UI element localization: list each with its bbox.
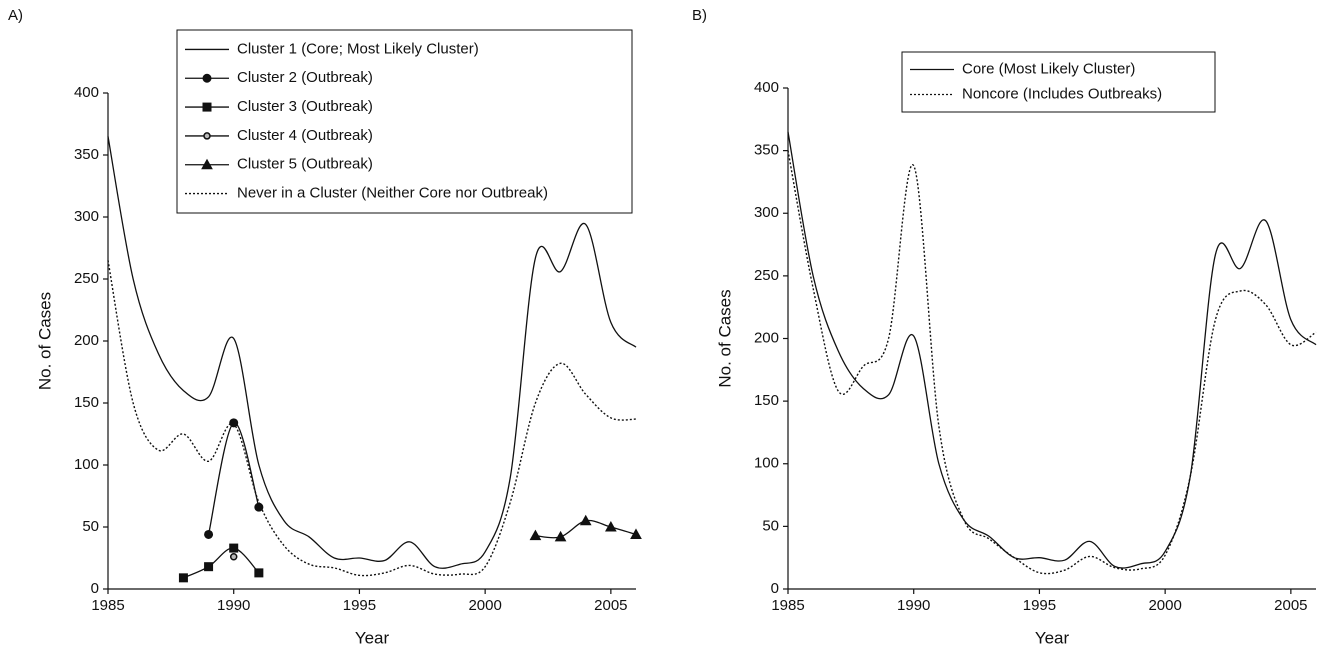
series-line (183, 547, 260, 579)
marker-square (254, 568, 264, 578)
marker-triangle (529, 529, 542, 541)
marker-circle (202, 73, 212, 83)
panel-label: A) (8, 7, 23, 24)
x-tick-label: 2000 (1148, 597, 1181, 614)
y-tick-label: 150 (74, 394, 99, 411)
y-tick-label: 250 (754, 267, 779, 284)
y-tick-label: 350 (74, 146, 99, 163)
x-tick-label: 2005 (1274, 597, 1307, 614)
y-tick-label: 250 (74, 270, 99, 287)
x-tick-label: 1995 (1023, 597, 1056, 614)
legend-label: Noncore (Includes Outbreaks) (962, 85, 1162, 102)
y-tick-label: 0 (771, 580, 779, 597)
marker-triangle (605, 520, 617, 532)
marker-square (229, 543, 239, 553)
y-tick-label: 200 (754, 329, 779, 346)
y-tick-label: 150 (754, 392, 779, 409)
legend-label: Cluster 4 (Outbreak) (237, 127, 373, 144)
marker-triangle (579, 514, 592, 526)
y-tick-label: 100 (754, 455, 779, 472)
legend-label: Cluster 2 (Outbreak) (237, 69, 373, 86)
y-tick-label: 300 (754, 204, 779, 221)
y-tick-label: 350 (754, 142, 779, 159)
marker-triangle (554, 530, 567, 542)
marker-square (202, 102, 212, 112)
y-tick-label: 50 (82, 518, 99, 535)
marker-circle (229, 418, 239, 428)
marker-square (204, 562, 214, 572)
legend-label: Cluster 1 (Core; Most Likely Cluster) (237, 40, 479, 57)
marker-star (229, 553, 238, 561)
series-line (787, 150, 1317, 575)
marker-triangle (201, 158, 213, 170)
y-tick-label: 50 (762, 517, 779, 534)
y-tick-label: 400 (754, 79, 779, 96)
series-line (787, 131, 1317, 569)
marker-square (178, 573, 188, 583)
marker-circle (204, 529, 214, 539)
series-line (107, 136, 637, 569)
y-tick-label: 200 (74, 332, 99, 349)
x-axis-label: Year (355, 628, 390, 647)
x-tick-label: 2005 (594, 597, 627, 614)
series-line (107, 260, 637, 577)
legend-label: Core (Most Likely Cluster) (962, 60, 1135, 77)
y-axis-label: No. of Cases (715, 289, 734, 387)
panel-label: B) (692, 7, 707, 24)
marker-star (203, 132, 211, 140)
x-axis-label: Year (1035, 628, 1070, 647)
x-tick-label: 1990 (217, 597, 250, 614)
x-tick-label: 1990 (897, 597, 930, 614)
x-tick-label: 2000 (468, 597, 501, 614)
y-tick-label: 0 (91, 580, 99, 597)
legend-box (901, 51, 1216, 113)
x-tick-label: 1985 (91, 597, 124, 614)
y-tick-label: 100 (74, 456, 99, 473)
marker-triangle (630, 528, 642, 539)
legend-label: Never in a Cluster (Neither Core nor Out… (237, 185, 548, 202)
x-tick-label: 1985 (771, 597, 804, 614)
y-tick-label: 300 (74, 208, 99, 225)
y-axis-label: No. of Cases (35, 292, 54, 390)
legend-box (176, 29, 633, 214)
series-line (207, 422, 260, 535)
x-tick-label: 1995 (343, 597, 376, 614)
legend-label: Cluster 5 (Outbreak) (237, 156, 373, 173)
legend-label: Cluster 3 (Outbreak) (237, 98, 373, 115)
y-tick-label: 400 (74, 84, 99, 101)
